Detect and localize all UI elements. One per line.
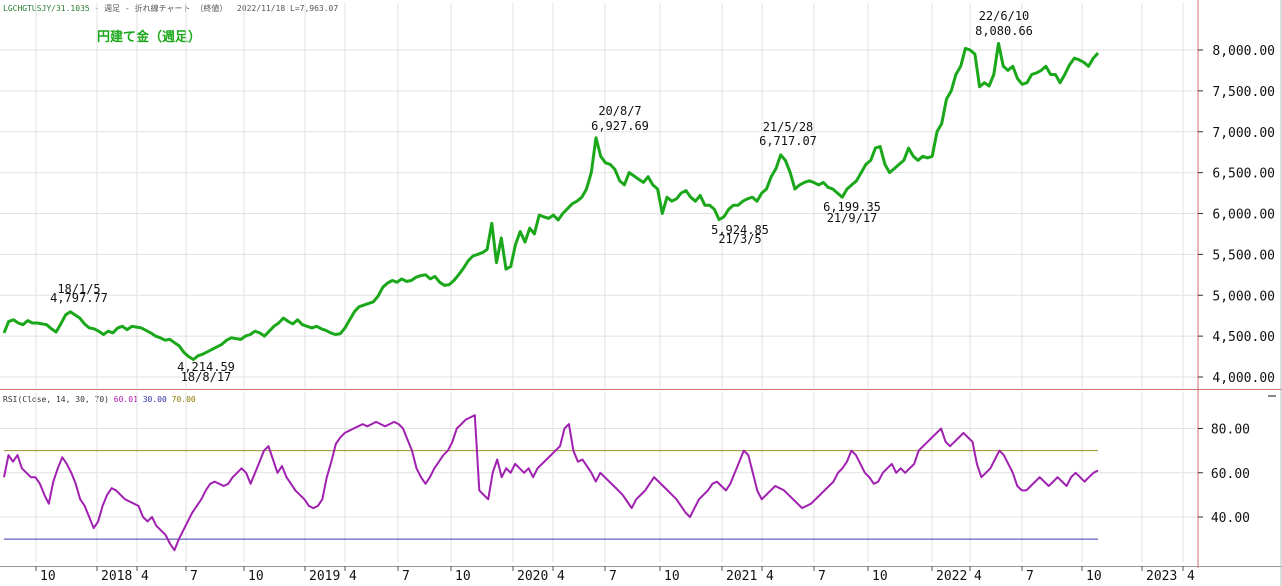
series-lines <box>2 41 1100 552</box>
x-tick-label: 7 <box>1026 569 1034 584</box>
annotation-date: 21/5/28 <box>763 120 814 134</box>
y-tick-label: 7,000.00 <box>1212 126 1275 141</box>
period-label: 週足 <box>104 4 121 13</box>
x-axis-labels: 10 2018 4 7 10 2019 4 7 10 2020 4 7 10 2021 4 7 10 2022 4 7… <box>35 566 1195 584</box>
annotation-value: 8,080.66 <box>975 24 1033 38</box>
x-tick-label: 10 <box>248 569 264 584</box>
x-tick-label: 10 <box>664 569 680 584</box>
rsi-tick-label: 80.00 <box>1211 423 1250 438</box>
last-value-label: L=7,963.07 <box>290 4 339 13</box>
x-tick-label: 10 <box>40 569 56 584</box>
annotation-value: 4,797.77 <box>50 291 108 305</box>
annotation-value: 6,717.07 <box>759 134 817 148</box>
symbol-label: LGCHGTUSJY/31.1035 <box>3 4 90 13</box>
x-tick-label: 4 <box>557 569 565 584</box>
grid <box>0 3 1198 562</box>
basis-label: （終値） <box>195 4 228 13</box>
annotation-date: 18/1/5 <box>57 282 100 296</box>
rsi-tick-label: 60.00 <box>1211 467 1250 482</box>
chart-subtitle: 円建て金（週足） <box>97 30 202 45</box>
rsi-label: RSI(Close, 14, 30, 70) <box>3 395 109 404</box>
y-axis-labels: 4,000.00 4,500.00 5,000.00 5,500.00 6,000.00… <box>1198 44 1275 526</box>
price-annotations: 18/1/54,797.77 18/8/174,214.59 20/8/76,927… <box>50 9 1033 384</box>
x-tick-label: 2020 <box>517 569 548 584</box>
rsi-current-value: 60.01 <box>113 395 138 404</box>
rsi-tick-label: 40.00 <box>1211 511 1250 526</box>
rsi-lower-value: 30.00 <box>142 395 167 404</box>
chart-kind-label: 折れ線チャート <box>134 4 191 13</box>
rsi-series-line <box>3 414 1099 552</box>
x-tick-label: 7 <box>609 569 617 584</box>
x-tick-label: 2018 <box>101 569 132 584</box>
y-tick-label: 6,000.00 <box>1212 208 1275 223</box>
x-tick-label: 10 <box>872 569 888 584</box>
x-tick-label: 2021 <box>726 569 757 584</box>
rsi-header: RSI(Close, 14, 30, 70) 60.01 30.00 70.00 <box>3 395 196 404</box>
x-tick-label: 2023 <box>1146 569 1177 584</box>
y-tick-label: 5,000.00 <box>1212 289 1275 304</box>
annotation-date: 18/8/17 <box>181 370 232 384</box>
x-tick-label: 10 <box>1086 569 1102 584</box>
x-tick-label: 4 <box>766 569 774 584</box>
annotation-value: 5,924.85 <box>711 223 769 237</box>
annotation-date: 20/8/7 <box>598 104 641 118</box>
header-separator: - <box>120 4 135 13</box>
x-tick-label: 7 <box>190 569 198 584</box>
rsi-reference-lines <box>4 450 1098 540</box>
x-tick-label: 4 <box>349 569 357 584</box>
price-series-line <box>2 41 1100 361</box>
y-tick-label: 5,500.00 <box>1212 248 1275 263</box>
y-tick-label: 4,000.00 <box>1212 371 1275 386</box>
date-label: 2022/11/18 <box>237 4 286 13</box>
rsi-upper-value: 70.00 <box>171 395 196 404</box>
x-tick-label: 7 <box>402 569 410 584</box>
annotation-date: 21/3/5 <box>718 232 761 246</box>
y-tick-label: 4,500.00 <box>1212 330 1275 345</box>
x-tick-label: 4 <box>141 569 149 584</box>
x-tick-label: 10 <box>455 569 471 584</box>
annotation-value: 4,214.59 <box>177 360 235 374</box>
x-tick-label: 2022 <box>936 569 967 584</box>
annotation-value: 6,927.69 <box>591 119 649 133</box>
x-tick-label: 4 <box>974 569 982 584</box>
annotation-date: 22/6/10 <box>979 9 1030 23</box>
y-tick-label: 8,000.00 <box>1212 44 1275 59</box>
annotation-date: 21/9/17 <box>827 211 878 225</box>
x-tick-label: 2019 <box>309 569 340 584</box>
y-tick-label: 6,500.00 <box>1212 167 1275 182</box>
x-tick-label: 4 <box>1187 569 1195 584</box>
annotation-value: 6,199.35 <box>823 200 881 214</box>
y-tick-label: 7,500.00 <box>1212 85 1275 100</box>
x-tick-label: 7 <box>818 569 826 584</box>
